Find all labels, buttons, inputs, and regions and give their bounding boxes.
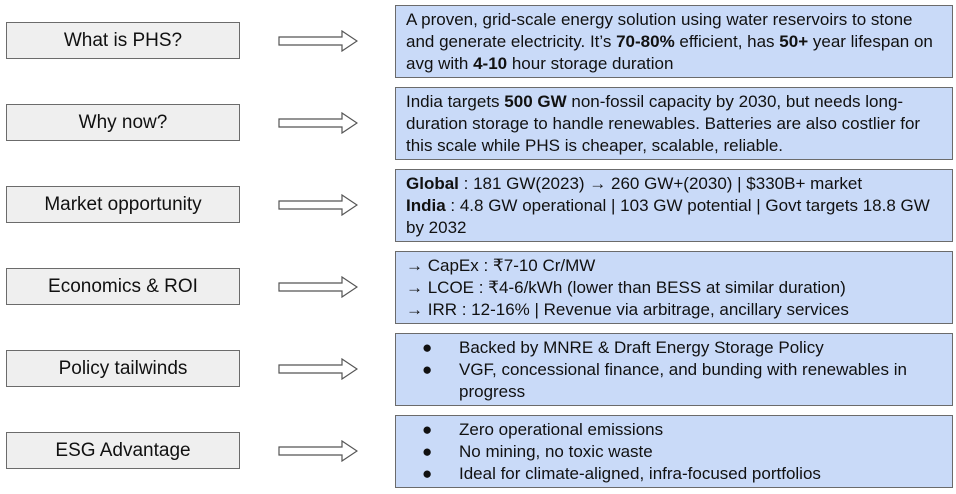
text-segment: hour storage duration [507, 54, 674, 73]
label-esg-advantage: ESG Advantage [6, 432, 240, 469]
label-what-is-phs: What is PHS? [6, 22, 240, 59]
bold-lifespan: 50+ [779, 32, 809, 51]
label-market-opportunity: Market opportunity [6, 186, 240, 223]
label-economics-roi: Economics & ROI [6, 268, 240, 305]
info-esg-advantage: ● Zero operational emissions ● No mining, … [395, 415, 953, 488]
bullet-icon: ● [422, 338, 433, 357]
label-text: Why now? [78, 111, 168, 133]
bullet-text: Zero operational emissions [459, 420, 664, 439]
text-segment: non-fossil capacity by 2030, but needs l… [406, 92, 921, 155]
market-line-india: India : 4.8 GW operational | 103 GW pote… [406, 195, 942, 239]
text-segment: : 4.8 GW operational | 103 GW potential … [406, 196, 930, 237]
text-segment: A proven, grid-scale energy solution usi… [406, 10, 913, 51]
bullet-icon: ● [422, 420, 433, 439]
right-arrow-icon [278, 112, 358, 134]
label-text: Market opportunity [44, 193, 202, 215]
info-policy-tailwinds: ● Backed by MNRE & Draft Energy Storage P… [395, 333, 953, 406]
bullet-text: Backed by MNRE & Draft Energy Storage Po… [459, 338, 824, 357]
label-policy-tailwinds: Policy tailwinds [6, 350, 240, 387]
label-text: Economics & ROI [48, 275, 198, 297]
bullet-text: VGF, concessional finance, and bunding w… [459, 360, 907, 401]
right-arrow-icon [278, 30, 358, 52]
bold-global: Global [406, 174, 459, 193]
list-item: ● Zero operational emissions [406, 419, 942, 441]
bullet-text: Ideal for climate-aligned, infra-focused… [459, 464, 821, 483]
text-segment: India targets [406, 92, 505, 111]
label-text: What is PHS? [63, 29, 183, 51]
list-item: ● Backed by MNRE & Draft Energy Storage P… [406, 337, 942, 359]
economics-line-lcoe: → LCOE : ₹4-6/kWh (lower than BESS at si… [406, 278, 846, 297]
bold-duration: 4-10 [473, 54, 508, 73]
info-text: India targets 500 GW non-fossil capacity… [406, 91, 942, 157]
list-item: ● Ideal for climate-aligned, infra-focuse… [406, 463, 942, 485]
info-economics-roi: → CapEx : ₹7-10 Cr/MW → LCOE : ₹4-6/kWh … [395, 251, 953, 324]
bullet-icon: ● [422, 360, 433, 379]
bold-india: India [406, 196, 446, 215]
info-text: A proven, grid-scale energy solution usi… [406, 9, 942, 75]
info-what-is-phs: A proven, grid-scale energy solution usi… [395, 5, 953, 78]
economics-line-irr: → IRR : 12-16% | Revenue via arbitrage, … [406, 300, 849, 319]
bullet-text: No mining, no toxic waste [459, 442, 653, 461]
right-arrow-icon [278, 440, 358, 462]
list-item: ● No mining, no toxic waste [406, 441, 942, 463]
text-segment: efficient, has [674, 32, 780, 51]
economics-line-capex: → CapEx : ₹7-10 Cr/MW [406, 256, 596, 275]
right-arrow-icon [278, 276, 358, 298]
right-arrow-icon [278, 194, 358, 216]
bullet-icon: ● [422, 464, 433, 483]
bullet-list: ● Zero operational emissions ● No mining, … [406, 419, 942, 485]
label-text: ESG Advantage [55, 439, 191, 461]
market-line-global: Global : 181 GW(2023) → 260 GW+(2030) | … [406, 173, 942, 195]
right-arrow-icon [278, 358, 358, 380]
info-why-now: India targets 500 GW non-fossil capacity… [395, 87, 953, 160]
text-segment: : 181 GW(2023) → 260 GW+(2030) | $330B+ … [458, 174, 863, 193]
text-segment: year lifespan on avg with [406, 32, 933, 73]
bullet-list: ● Backed by MNRE & Draft Energy Storage P… [406, 337, 942, 403]
list-item: ● VGF, concessional finance, and bunding … [406, 359, 942, 403]
bold-efficiency: 70-80% [616, 32, 675, 51]
info-market-opportunity: Global : 181 GW(2023) → 260 GW+(2030) | … [395, 169, 953, 242]
label-why-now: Why now? [6, 104, 240, 141]
bold-target: 500 GW [504, 92, 567, 111]
label-text: Policy tailwinds [58, 357, 188, 379]
bullet-icon: ● [422, 442, 433, 461]
